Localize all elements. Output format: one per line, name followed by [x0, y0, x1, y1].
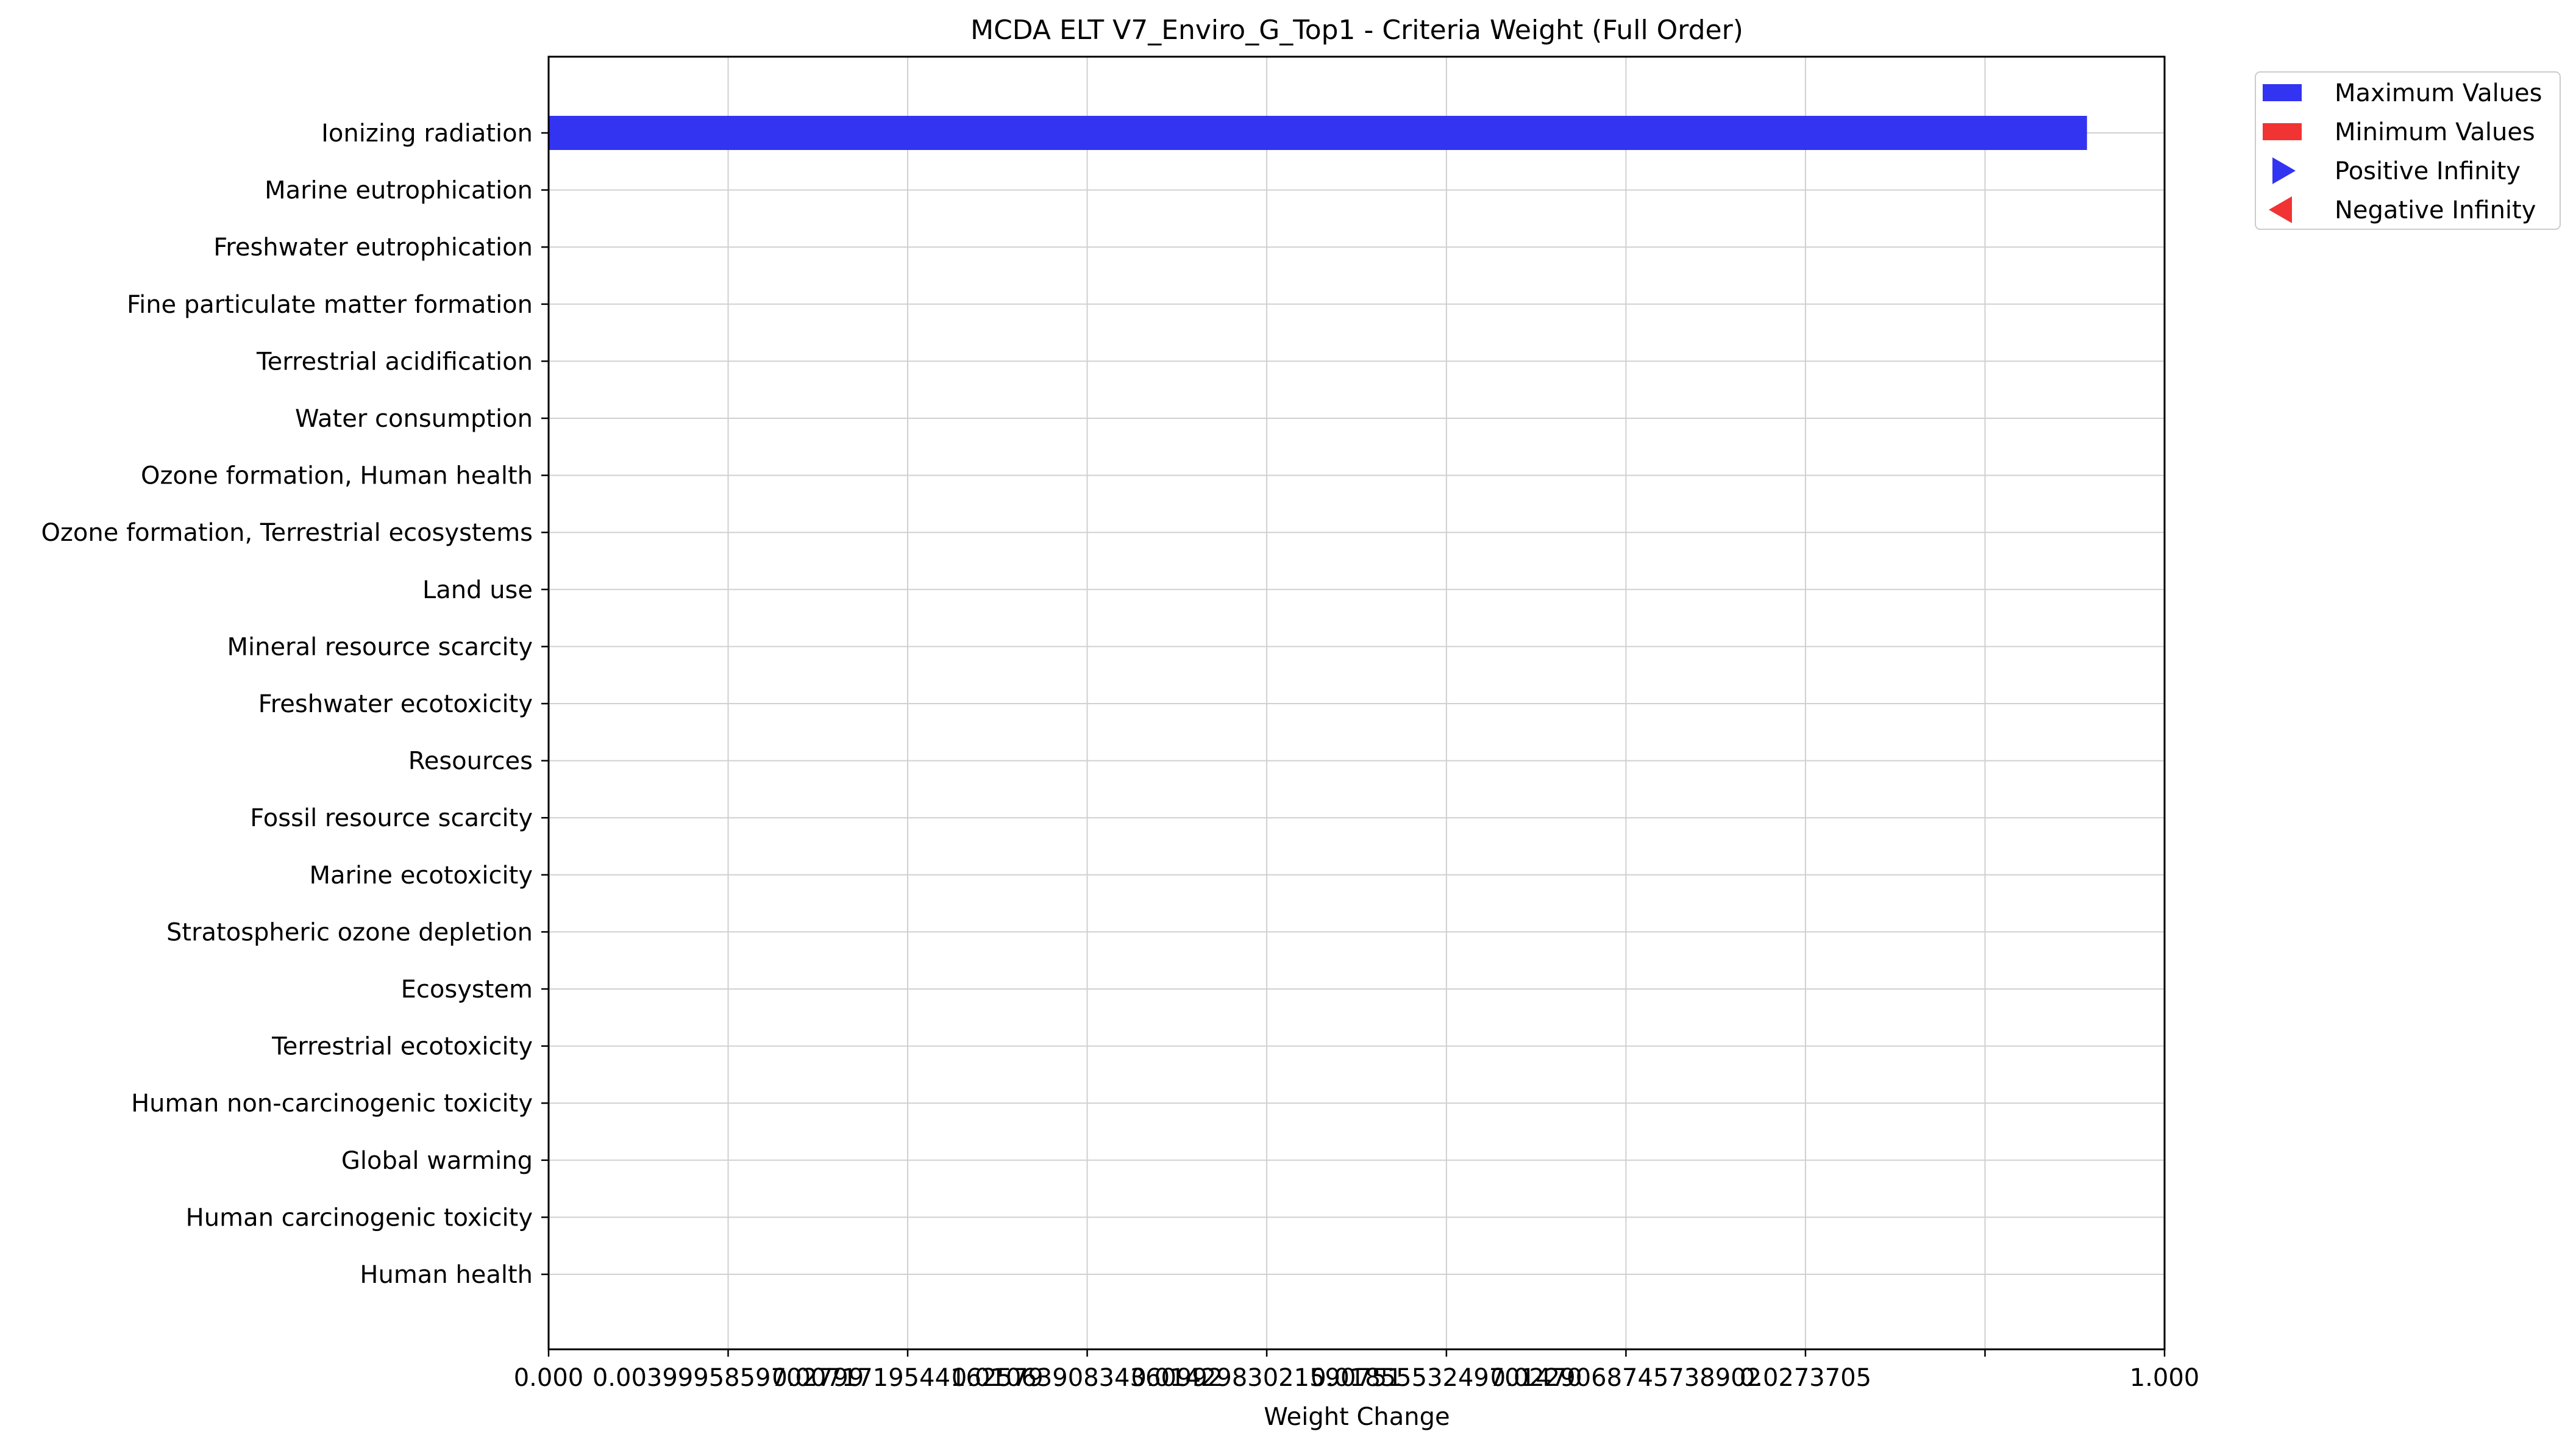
legend-triangle-right-icon [2272, 157, 2296, 184]
y-tick-label: Marine ecotoxicity [309, 862, 533, 890]
x-tick-label: 0.0039995859702799 [592, 1364, 864, 1392]
y-axis-ticks: Ionizing radiation Marine eutrophication F… [41, 120, 549, 1289]
x-tick-label: 0.0106390834360992 [952, 1364, 1223, 1392]
y-tick-label: Human carcinogenic toxicity [186, 1204, 533, 1232]
x-tick-label: 0.0273705 [1740, 1364, 1871, 1392]
legend-swatch [2263, 123, 2302, 140]
y-tick-label: Land use [422, 576, 533, 604]
y-tick-label: Ecosystem [401, 976, 533, 1004]
x-tick-label: 1.000 [2130, 1364, 2200, 1392]
x-tick-label: 0.0142983021590751 [1131, 1364, 1402, 1392]
legend: Maximum Values Minimum Values Positive Inf… [2255, 71, 2561, 230]
legend-label: Negative Infinity [2335, 196, 2536, 224]
legend-triangle-left-icon [2269, 196, 2292, 223]
grid-lines [548, 57, 2165, 1349]
y-tick-label: Freshwater eutrophication [213, 234, 533, 262]
legend-box [2255, 71, 2561, 230]
x-axis-label: Weight Change [1264, 1403, 1450, 1431]
legend-label: Maximum Values [2335, 79, 2542, 107]
x-tick-label: 0.000 [514, 1364, 584, 1392]
y-tick-label: Global warming [341, 1147, 533, 1175]
y-tick-label: Human health [360, 1261, 533, 1289]
y-tick-label: Mineral resource scarcity [227, 633, 533, 661]
bar-max [549, 116, 2087, 150]
y-tick-label: Resources [408, 748, 533, 776]
x-tick-label: 0.0229068745738902 [1490, 1364, 1762, 1392]
y-tick-label: Terrestrial acidification [256, 348, 533, 376]
x-tick-label: 0.0071719544162579 [772, 1364, 1043, 1392]
y-tick-label: Fine particulate matter formation [127, 291, 533, 319]
legend-label: Minimum Values [2335, 118, 2535, 146]
y-tick-label: Freshwater ecotoxicity [258, 690, 533, 718]
y-tick-label: Ionizing radiation [321, 120, 533, 148]
y-tick-label: Terrestrial ecotoxicity [271, 1033, 533, 1061]
y-tick-label: Human non-carcinogenic toxicity [131, 1090, 533, 1118]
legend-swatch [2263, 84, 2302, 101]
y-tick-label: Stratospheric ozone depletion [166, 918, 533, 946]
y-tick-label: Ozone formation, Human health [141, 462, 533, 490]
legend-label: Positive Infinity [2335, 157, 2521, 185]
y-tick-label: Marine eutrophication [265, 177, 533, 205]
bars [549, 116, 2087, 150]
y-tick-label: Ozone formation, Terrestrial ecosystems [41, 519, 533, 547]
x-axis-ticks: 0.000 0.00399958597027990.007171954416257… [514, 1349, 2200, 1392]
chart-title: MCDA ELT V7_Enviro_G_Top1 - Criteria Wei… [970, 15, 1743, 46]
x-tick-label: 0.0185553249701470 [1311, 1364, 1582, 1392]
y-tick-label: Water consumption [295, 405, 533, 433]
y-tick-label: Fossil resource scarcity [250, 804, 533, 832]
